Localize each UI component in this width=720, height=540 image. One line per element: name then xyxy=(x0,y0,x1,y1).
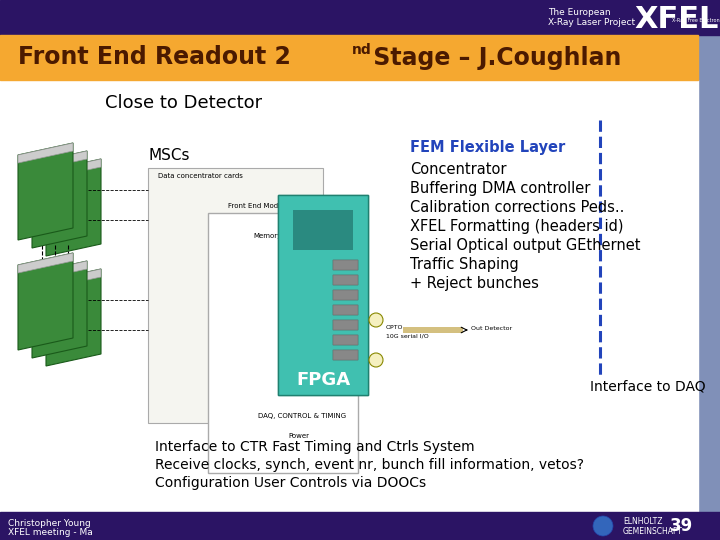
Bar xyxy=(0,512,720,540)
Bar xyxy=(698,0,720,540)
Text: Interface to DAQ: Interface to DAQ xyxy=(590,380,706,394)
Bar xyxy=(333,350,358,360)
Bar xyxy=(333,305,358,315)
Bar xyxy=(333,275,358,285)
Bar xyxy=(0,80,698,540)
Bar xyxy=(278,195,368,395)
Polygon shape xyxy=(18,253,73,273)
Text: XFEL Formatting (headers id): XFEL Formatting (headers id) xyxy=(410,219,624,234)
Bar xyxy=(333,305,358,315)
Polygon shape xyxy=(18,143,73,163)
Circle shape xyxy=(369,353,383,367)
Text: OPTO: OPTO xyxy=(386,325,403,330)
Polygon shape xyxy=(46,269,101,366)
Text: + Reject bunches: + Reject bunches xyxy=(410,276,539,291)
Text: 39: 39 xyxy=(670,517,693,535)
Polygon shape xyxy=(32,261,87,281)
Text: Receive clocks, synch, event nr, bunch fill information, vetos?: Receive clocks, synch, event nr, bunch f… xyxy=(155,458,584,472)
Text: Memory: Memory xyxy=(253,233,282,239)
Text: FPGA: FPGA xyxy=(296,371,350,389)
Polygon shape xyxy=(18,143,73,240)
Text: FEM Flexible Layer: FEM Flexible Layer xyxy=(410,140,565,155)
Text: Close to Detector: Close to Detector xyxy=(105,94,262,112)
Text: Power: Power xyxy=(288,433,309,439)
Text: XFEL: XFEL xyxy=(634,5,719,34)
Text: nd: nd xyxy=(352,44,372,57)
Bar xyxy=(0,35,698,80)
Bar xyxy=(403,327,463,333)
Polygon shape xyxy=(32,151,87,248)
Bar xyxy=(333,335,358,345)
Circle shape xyxy=(593,516,613,536)
Text: Out Detector: Out Detector xyxy=(471,326,512,331)
Text: Buffering DMA controller: Buffering DMA controller xyxy=(410,181,590,196)
Text: XFEL meeting - Ma: XFEL meeting - Ma xyxy=(8,528,93,537)
Bar xyxy=(208,213,358,473)
Bar xyxy=(293,210,353,250)
Bar xyxy=(333,275,358,285)
Text: Traffic Shaping: Traffic Shaping xyxy=(410,257,518,272)
Bar xyxy=(333,350,358,360)
Text: Front End Modufe: Front End Modufe xyxy=(228,203,289,209)
Text: ELNHOLTZ
GEMEINSCHAFT: ELNHOLTZ GEMEINSCHAFT xyxy=(623,517,683,536)
Text: Interface to CTR Fast Timing and Ctrls System: Interface to CTR Fast Timing and Ctrls S… xyxy=(155,440,474,454)
Bar xyxy=(333,335,358,345)
Bar xyxy=(278,195,368,395)
Text: MSCs: MSCs xyxy=(148,148,189,163)
Text: DAQ, CONTROL & TIMING: DAQ, CONTROL & TIMING xyxy=(258,413,346,419)
Bar xyxy=(333,260,358,270)
Polygon shape xyxy=(46,159,101,179)
Text: Data concentrator cards: Data concentrator cards xyxy=(158,173,243,179)
Bar xyxy=(293,210,353,250)
Text: Christopher Young: Christopher Young xyxy=(8,519,91,528)
Circle shape xyxy=(369,313,383,327)
Text: X-Ray Free Electron Laser: X-Ray Free Electron Laser xyxy=(672,18,720,23)
Polygon shape xyxy=(32,261,87,358)
Text: Concentrator: Concentrator xyxy=(410,162,506,177)
Polygon shape xyxy=(46,269,101,289)
Bar xyxy=(0,0,720,35)
Text: Stage – J.Coughlan: Stage – J.Coughlan xyxy=(365,45,621,70)
Bar xyxy=(333,290,358,300)
Polygon shape xyxy=(32,151,87,171)
Text: 10G serial I/O: 10G serial I/O xyxy=(386,333,428,338)
Bar xyxy=(333,320,358,330)
Bar xyxy=(333,290,358,300)
Bar xyxy=(148,168,323,423)
Bar xyxy=(333,320,358,330)
Text: The European
X-Ray Laser Project: The European X-Ray Laser Project xyxy=(548,8,635,28)
Text: Front End Readout 2: Front End Readout 2 xyxy=(18,45,291,70)
Text: Serial Optical output GEthernet: Serial Optical output GEthernet xyxy=(410,238,641,253)
Polygon shape xyxy=(46,159,101,256)
Polygon shape xyxy=(18,253,73,350)
Text: Configuration User Controls via DOOCs: Configuration User Controls via DOOCs xyxy=(155,476,426,490)
Bar xyxy=(333,260,358,270)
Text: Calibration corrections Peds..: Calibration corrections Peds.. xyxy=(410,200,624,215)
